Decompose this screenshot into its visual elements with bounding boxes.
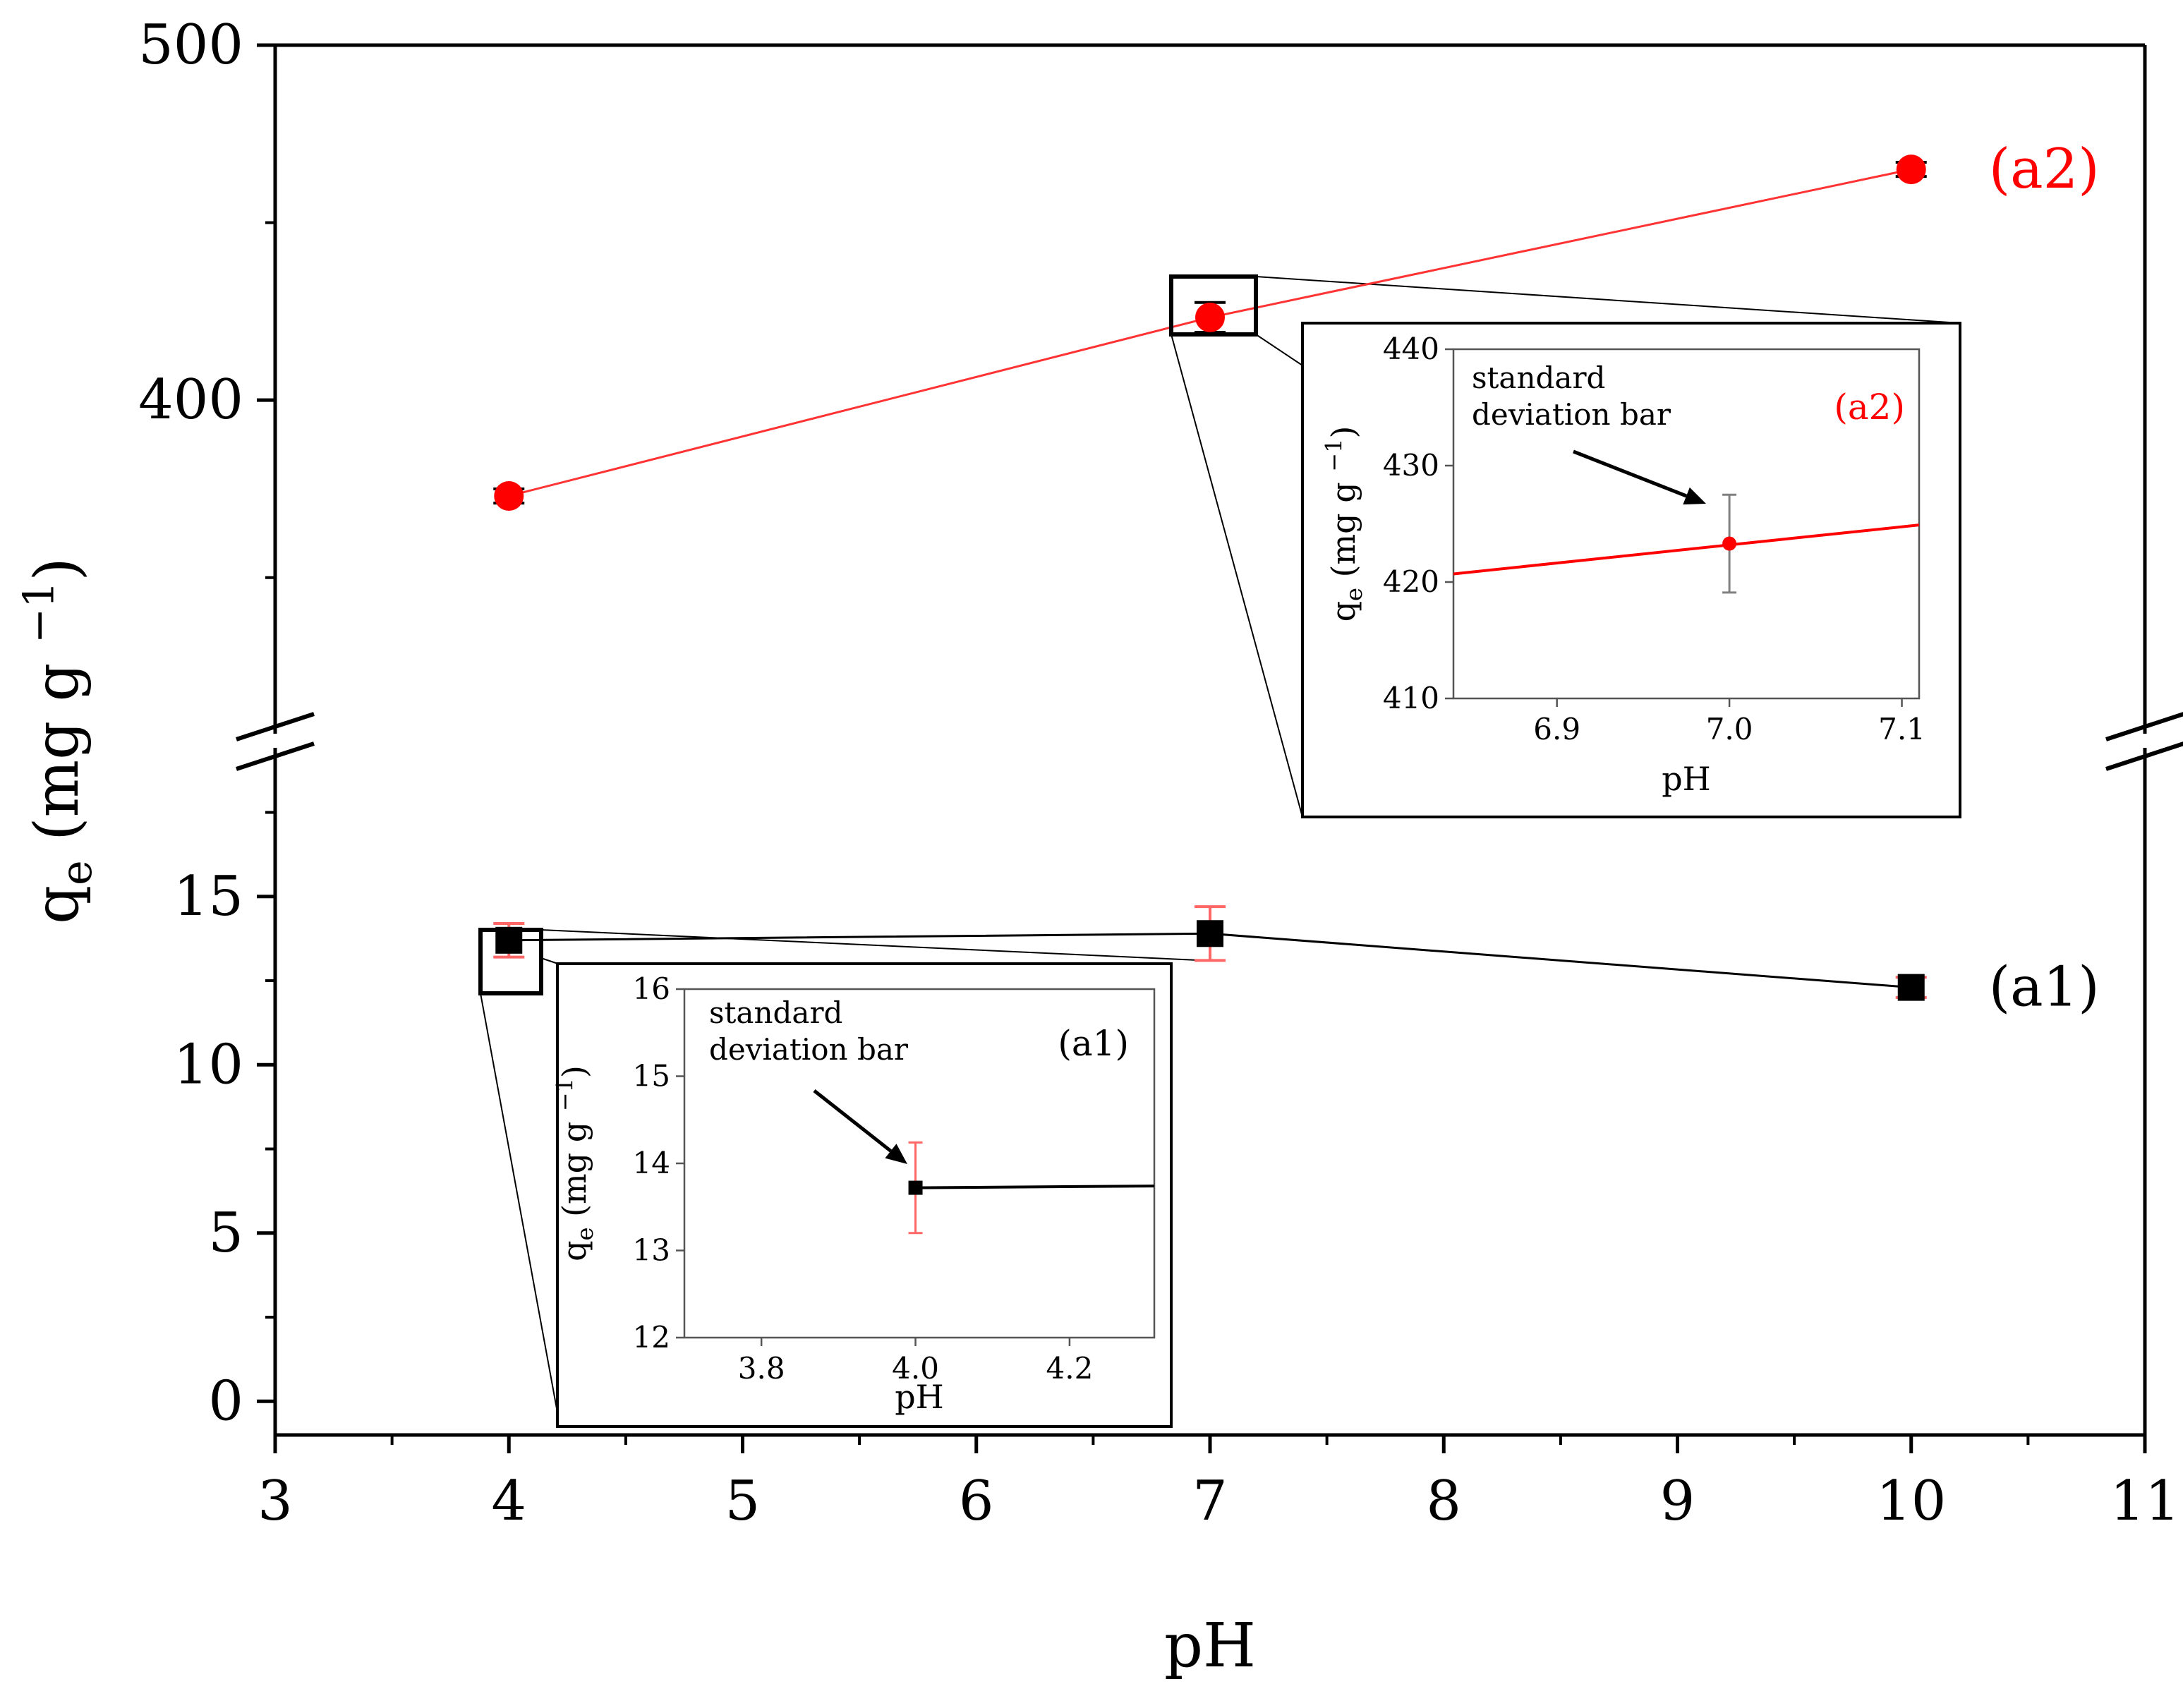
y-tick-label: 5 [208,1201,243,1265]
y-tick-label: 400 [138,368,243,432]
inset-x-tick-label: 6.9 [1533,712,1580,746]
y-axis-title-close: ) [22,557,92,581]
zoom-box-a2 [1169,274,1258,337]
inset-y-axis-title-close: ) [1324,426,1362,439]
inset-y-axis-title-subscript: e [572,1228,598,1241]
inset-a1: 3.8 4.0 4.2 12 13 14 15 16 pH qe (mg g −1) (a1) sta… [478,274,1258,1428]
y-tick-label: 0 [208,1369,243,1433]
data-point-a1 [1897,974,1925,1001]
annotation-arrow-head [1683,487,1706,505]
inset-x-axis-title: pH [895,1378,944,1416]
y-axis-title-superscript: −1 [15,581,64,643]
zoom-connector-line [1255,276,1961,324]
zoom-connectors [480,276,1961,1413]
axis-break-mark [236,712,315,741]
inset-a2: 6.9 7.0 7.1 410 420 430 440 pH qe (mg g −1) (a2) s… [1301,322,1961,818]
x-axis-title: pH [1164,1611,1256,1681]
x-tick-label: 6 [959,1470,994,1533]
annotation-arrow-shaft [1573,449,1688,498]
data-point-a2 [1195,302,1225,332]
inset-series-label: (a2) [1834,387,1905,428]
inset-y-tick-label: 420 [1383,564,1439,599]
inset-y-tick-label: 440 [1383,332,1439,366]
y-tick-label: 15 [174,865,243,928]
annotation-arrow-shaft [813,1089,892,1153]
inset-x-tick-label: 4.0 [892,1351,939,1386]
inset-plot-area [1452,348,1921,700]
inset-series-line [915,1185,1155,1189]
x-tick-label: 3 [258,1470,293,1533]
series-label-a1: (a1) [1989,956,2100,1019]
y-tick-label: 500 [138,13,243,77]
data-point-a1 [1197,920,1223,947]
zoom-connector-line [1171,334,1303,818]
axis-break-mark [2105,741,2183,771]
inset-y-axis-title-superscript: −1 [552,1078,579,1111]
x-tick-label: 4 [491,1470,526,1533]
inset-data-point [908,1180,923,1195]
inset-y-tick-label: 15 [633,1059,670,1094]
x-tick-label: 11 [2110,1470,2179,1533]
inset-y-axis-title: qe (mg g −1) [1321,426,1368,622]
x-tick-label: 10 [1876,1470,1946,1533]
annotation-text-line1: standard [709,995,842,1030]
inset-y-tick-label: 16 [633,971,670,1006]
inset-y-axis-title-close: ) [555,1065,593,1078]
zoom-connector-line [540,929,1214,962]
inset-y-tick-label: 430 [1383,448,1439,483]
data-point-a2 [1896,155,1926,185]
inset-y-axis-title: qe (mg g −1) [552,1065,599,1261]
inset-x-tick-label: 3.8 [738,1351,785,1386]
inset-frame [556,962,1173,1428]
x-tick-label: 7 [1192,1470,1228,1533]
inset-y-tick-label: 14 [633,1146,670,1180]
inset-series-line [1453,523,1920,576]
inset-y-axis-title-symbol: q [1324,601,1362,622]
inset-data-point [1722,536,1737,551]
annotation-text-line2: deviation bar [1472,397,1671,432]
inset-y-axis-title-subscript: e [1341,588,1367,601]
y-axis-title: qe (mg g −1) [15,557,102,924]
series-label-a2: (a2) [1989,138,2100,201]
inset-x-tick-label: 7.1 [1878,712,1925,746]
zoom-connector-line [1255,334,1303,366]
inset-x-tick-label: 4.2 [1046,1351,1094,1386]
y-tick-label: 10 [174,1033,243,1096]
inset-x-axis-title: pH [1662,760,1711,798]
inset-x-tick-label: 7.0 [1706,712,1753,746]
inset-y-axis-title-superscript: −1 [1321,439,1348,472]
inset-y-axis-title-units: (mg g [555,1111,593,1227]
zoom-box-a1 [478,928,543,995]
y-axis-title-units: (mg g [22,643,92,860]
inset-y-tick-label: 12 [633,1320,670,1355]
inset-series-label: (a1) [1058,1023,1129,1064]
inset-y-axis-title-units: (mg g [1324,472,1362,588]
y-axis-title-symbol: q [22,885,92,924]
x-tick-label: 5 [725,1470,761,1533]
axis-break-mark [236,741,315,771]
zoom-connector-line [480,993,558,1413]
axis-break-mark [2105,712,2183,741]
annotation-text-line2: deviation bar [709,1032,909,1067]
annotation-arrow-head [885,1144,907,1164]
y-axis-title-subscript: e [52,860,102,885]
inset-y-axis-title-symbol: q [555,1240,593,1261]
x-tick-label: 8 [1426,1470,1461,1533]
x-tick-label: 9 [1660,1470,1695,1533]
annotation-text-line1: standard [1472,361,1605,395]
inset-y-tick-label: 13 [633,1233,670,1268]
data-point-a2 [494,481,524,511]
inset-y-tick-label: 410 [1383,681,1439,715]
inset-frame [1301,322,1961,818]
